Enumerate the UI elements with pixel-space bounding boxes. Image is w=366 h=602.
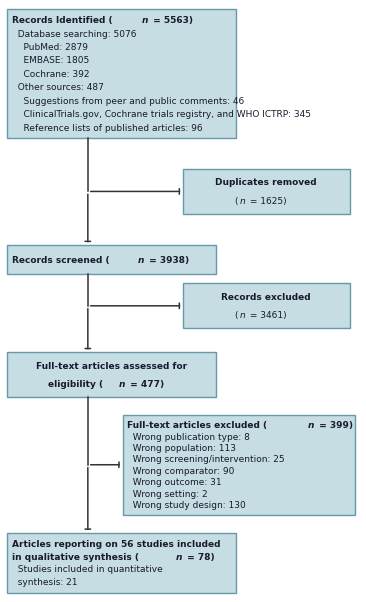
Text: = 5563): = 5563) <box>150 16 193 25</box>
Text: n: n <box>308 421 314 430</box>
FancyBboxPatch shape <box>183 283 350 328</box>
Text: Wrong population: 113: Wrong population: 113 <box>127 444 236 453</box>
Text: Duplicates removed: Duplicates removed <box>216 178 317 187</box>
Text: Full-text articles assessed for: Full-text articles assessed for <box>36 362 187 371</box>
FancyBboxPatch shape <box>183 169 350 214</box>
Text: Studies included in quantitative: Studies included in quantitative <box>12 565 163 574</box>
Text: n: n <box>176 553 182 562</box>
Text: EMBASE: 1805: EMBASE: 1805 <box>12 57 89 66</box>
Text: n: n <box>239 197 245 206</box>
Text: n: n <box>239 311 245 320</box>
Text: = 1625): = 1625) <box>247 197 286 206</box>
Text: n: n <box>138 256 144 265</box>
Text: n: n <box>119 380 126 389</box>
FancyBboxPatch shape <box>7 533 236 593</box>
Text: Wrong screening/intervention: 25: Wrong screening/intervention: 25 <box>127 456 285 464</box>
Text: (: ( <box>235 197 238 206</box>
Text: Wrong study design: 130: Wrong study design: 130 <box>127 501 246 510</box>
Text: ClinicalTrials.gov, Cochrane trials registry, and WHO ICTRP: 345: ClinicalTrials.gov, Cochrane trials regi… <box>12 110 311 119</box>
Text: in qualitative synthesis (: in qualitative synthesis ( <box>12 553 139 562</box>
Text: n: n <box>142 16 148 25</box>
Text: Records Identified (: Records Identified ( <box>12 16 112 25</box>
Text: Full-text articles excluded (: Full-text articles excluded ( <box>127 421 267 430</box>
Text: Wrong comparator: 90: Wrong comparator: 90 <box>127 467 234 476</box>
Text: Database searching: 5076: Database searching: 5076 <box>12 29 136 39</box>
FancyBboxPatch shape <box>7 9 236 138</box>
Text: = 477): = 477) <box>127 380 164 389</box>
Text: (: ( <box>235 311 238 320</box>
Text: eligibility (: eligibility ( <box>48 380 103 389</box>
Text: synthesis: 21: synthesis: 21 <box>12 579 77 588</box>
Text: Wrong setting: 2: Wrong setting: 2 <box>127 489 208 498</box>
Text: Wrong outcome: 31: Wrong outcome: 31 <box>127 478 222 487</box>
Text: Reference lists of published articles: 96: Reference lists of published articles: 9… <box>12 123 202 132</box>
Text: Cochrane: 392: Cochrane: 392 <box>12 70 89 79</box>
Text: Other sources: 487: Other sources: 487 <box>12 83 104 92</box>
FancyBboxPatch shape <box>7 352 216 397</box>
FancyBboxPatch shape <box>123 415 355 515</box>
Text: = 399): = 399) <box>316 421 353 430</box>
Text: = 78): = 78) <box>184 553 214 562</box>
Text: Records excluded: Records excluded <box>221 293 311 302</box>
Text: Records screened (: Records screened ( <box>12 256 109 265</box>
Text: Suggestions from peer and public comments: 46: Suggestions from peer and public comment… <box>12 97 244 106</box>
Text: = 3938): = 3938) <box>146 256 189 265</box>
Text: Articles reporting on 56 studies included: Articles reporting on 56 studies include… <box>12 539 220 548</box>
Text: PubMed: 2879: PubMed: 2879 <box>12 43 88 52</box>
Text: = 3461): = 3461) <box>247 311 286 320</box>
FancyBboxPatch shape <box>7 245 216 274</box>
Text: Wrong publication type: 8: Wrong publication type: 8 <box>127 433 250 442</box>
